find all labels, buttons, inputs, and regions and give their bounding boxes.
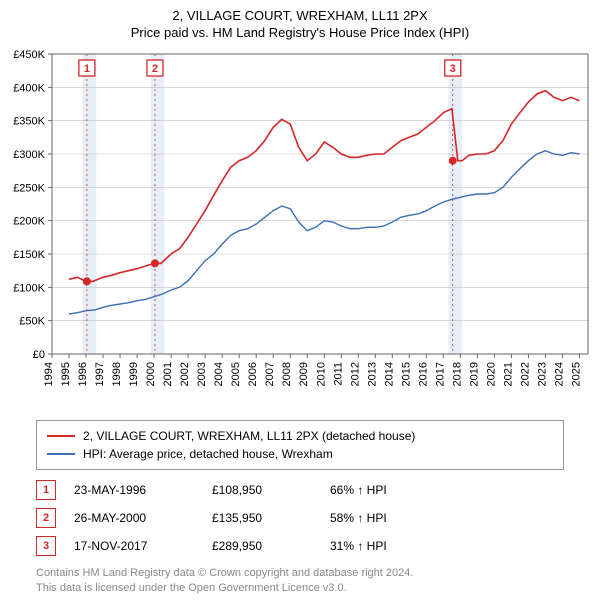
svg-text:2017: 2017 (434, 362, 446, 386)
event-marker: 1 (36, 480, 56, 500)
event-marker: 3 (36, 536, 56, 556)
svg-text:1998: 1998 (111, 362, 123, 386)
event-marker: 2 (36, 508, 56, 528)
legend-row: HPI: Average price, detached house, Wrex… (47, 445, 553, 463)
svg-text:£0: £0 (33, 349, 45, 361)
event-delta: 58% ↑ HPI (330, 511, 387, 525)
svg-text:£200K: £200K (13, 216, 45, 228)
svg-text:2016: 2016 (417, 362, 429, 386)
attribution: Contains HM Land Registry data © Crown c… (36, 566, 564, 597)
svg-text:£350K: £350K (13, 116, 45, 128)
svg-text:2003: 2003 (196, 362, 208, 386)
svg-text:1996: 1996 (77, 362, 89, 386)
svg-text:£300K: £300K (13, 149, 45, 161)
svg-text:2004: 2004 (213, 362, 225, 386)
attribution-line2: This data is licensed under the Open Gov… (36, 581, 564, 596)
svg-text:2014: 2014 (383, 362, 395, 386)
svg-text:2023: 2023 (536, 362, 548, 386)
svg-text:2009: 2009 (298, 362, 310, 386)
svg-text:1994: 1994 (43, 362, 55, 386)
svg-text:2011: 2011 (332, 362, 344, 386)
svg-text:2020: 2020 (485, 362, 497, 386)
event-date: 17-NOV-2017 (74, 539, 194, 553)
svg-text:2012: 2012 (349, 362, 361, 386)
svg-text:£100K: £100K (13, 282, 45, 294)
legend-box: 2, VILLAGE COURT, WREXHAM, LL11 2PX (det… (36, 420, 564, 470)
legend-swatch (47, 435, 75, 437)
svg-text:2010: 2010 (315, 362, 327, 386)
svg-text:2018: 2018 (451, 362, 463, 386)
events-table: 1 23-MAY-1996 £108,950 66% ↑ HPI 2 26-MAY-200… (36, 476, 564, 560)
svg-text:2: 2 (152, 63, 158, 75)
svg-text:2015: 2015 (400, 362, 412, 386)
event-row: 3 17-NOV-2017 £289,950 31% ↑ HPI (36, 532, 564, 560)
svg-text:1999: 1999 (128, 362, 140, 386)
svg-text:2006: 2006 (247, 362, 259, 386)
svg-text:2024: 2024 (553, 362, 565, 386)
title-subtitle: Price paid vs. HM Land Registry's House … (0, 25, 600, 40)
svg-text:2000: 2000 (145, 362, 157, 386)
event-row: 2 26-MAY-2000 £135,950 58% ↑ HPI (36, 504, 564, 532)
event-price: £108,950 (212, 483, 312, 497)
attribution-line1: Contains HM Land Registry data © Crown c… (36, 566, 564, 581)
event-delta: 66% ↑ HPI (330, 483, 387, 497)
svg-text:£400K: £400K (13, 82, 45, 94)
svg-text:2019: 2019 (468, 362, 480, 386)
svg-text:£50K: £50K (19, 316, 45, 328)
svg-text:2001: 2001 (162, 362, 174, 386)
svg-text:£250K: £250K (13, 182, 45, 194)
legend-label: HPI: Average price, detached house, Wrex… (83, 447, 333, 461)
svg-text:£450K: £450K (13, 49, 45, 61)
svg-text:2005: 2005 (230, 362, 242, 386)
svg-text:2013: 2013 (366, 362, 378, 386)
svg-text:2002: 2002 (179, 362, 191, 386)
legend-swatch (47, 453, 75, 455)
title-block: 2, VILLAGE COURT, WREXHAM, LL11 2PX Pric… (0, 0, 600, 44)
event-row: 1 23-MAY-1996 £108,950 66% ↑ HPI (36, 476, 564, 504)
svg-text:2025: 2025 (570, 362, 582, 386)
event-delta: 31% ↑ HPI (330, 539, 387, 553)
title-address: 2, VILLAGE COURT, WREXHAM, LL11 2PX (0, 8, 600, 23)
svg-text:2021: 2021 (502, 362, 514, 386)
event-price: £135,950 (212, 511, 312, 525)
svg-text:3: 3 (450, 63, 456, 75)
svg-text:1995: 1995 (60, 362, 72, 386)
svg-text:2008: 2008 (281, 362, 293, 386)
svg-text:2022: 2022 (519, 362, 531, 386)
svg-text:£150K: £150K (13, 249, 45, 261)
chart-container: 2, VILLAGE COURT, WREXHAM, LL11 2PX Pric… (0, 0, 600, 597)
event-date: 26-MAY-2000 (74, 511, 194, 525)
legend-label: 2, VILLAGE COURT, WREXHAM, LL11 2PX (det… (83, 429, 415, 443)
svg-text:2007: 2007 (264, 362, 276, 386)
chart-area: £0 £50K £100K £150K £200K £250K £300K £350K £400… (0, 44, 600, 414)
event-date: 23-MAY-1996 (74, 483, 194, 497)
legend-row: 2, VILLAGE COURT, WREXHAM, LL11 2PX (det… (47, 427, 553, 445)
event-price: £289,950 (212, 539, 312, 553)
svg-text:1: 1 (84, 63, 90, 75)
svg-text:1997: 1997 (94, 362, 106, 386)
chart-svg: £0 £50K £100K £150K £200K £250K £300K £350K £400… (0, 44, 600, 414)
